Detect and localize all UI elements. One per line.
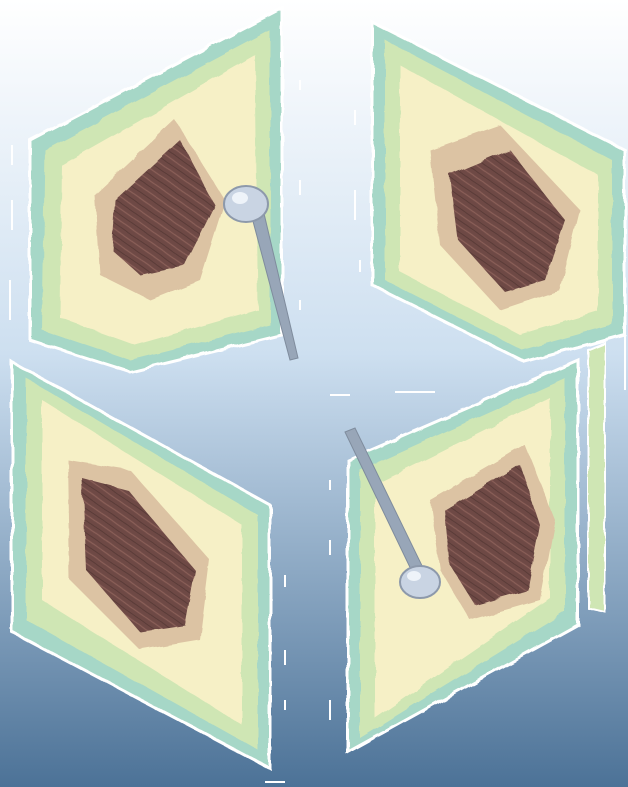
probe-top-left — [223, 185, 299, 361]
panel-top-right — [370, 19, 627, 364]
outline-fragments — [9, 80, 626, 783]
panel-bottom-left — [10, 359, 272, 771]
panel-side-strip — [587, 341, 606, 614]
panel-bottom-right — [346, 357, 580, 755]
panel-top-left — [28, 5, 284, 374]
probe-bottom-right — [344, 427, 441, 599]
